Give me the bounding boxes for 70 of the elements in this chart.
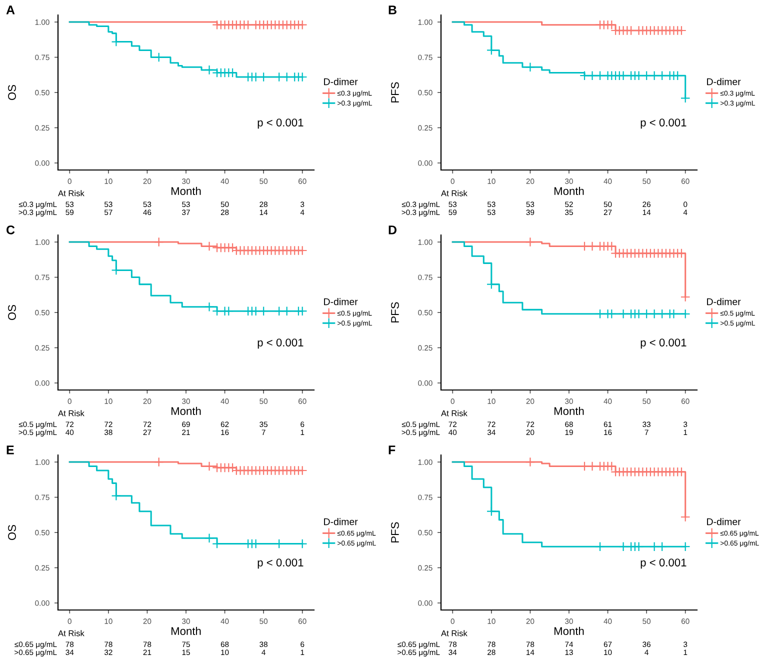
point — [282, 306, 292, 316]
chart-title: B — [388, 6, 396, 14]
legend-title: D-dimer — [707, 298, 741, 306]
chart-title: A — [6, 6, 15, 14]
text: At Risk — [58, 190, 84, 196]
y-axis-title: OS — [8, 524, 16, 540]
point — [204, 65, 214, 75]
text: At Risk — [441, 410, 468, 416]
text: At Risk — [441, 630, 468, 636]
point — [680, 292, 690, 302]
point — [154, 237, 164, 247]
legend-title: D-dimer — [324, 298, 358, 306]
x-axis-title: Month — [171, 406, 201, 416]
legend-title: D-dimer — [707, 78, 741, 86]
point — [595, 308, 605, 319]
y-axis-title: PFS — [391, 522, 399, 542]
y-axis-title: PFS — [391, 82, 399, 102]
point — [680, 542, 690, 552]
point — [642, 70, 652, 81]
point — [580, 70, 590, 81]
y-axis-title: PFS — [391, 302, 399, 322]
point — [111, 490, 122, 501]
legend-title: D-dimer — [707, 518, 741, 526]
point — [154, 457, 164, 467]
annotation: p < 0.001 — [258, 338, 304, 349]
point — [642, 308, 652, 319]
point — [680, 93, 690, 104]
point — [680, 308, 690, 319]
x-axis-title: Month — [554, 186, 584, 196]
annotation: p < 0.001 — [258, 118, 304, 129]
point — [595, 542, 605, 552]
text: At Risk — [58, 630, 84, 636]
x-axis-title: Month — [171, 186, 201, 196]
legend-title: D-dimer — [324, 78, 358, 86]
point — [486, 506, 496, 516]
point — [212, 306, 222, 316]
point — [525, 237, 536, 247]
annotation: p < 0.001 — [258, 558, 304, 569]
point — [274, 306, 284, 316]
point — [618, 542, 628, 552]
text: At Risk — [441, 190, 468, 196]
point — [258, 306, 269, 316]
point — [657, 308, 668, 319]
x-axis-title: Month — [554, 626, 584, 636]
annotation: p < 0.001 — [640, 338, 686, 349]
point — [680, 512, 690, 522]
point — [657, 542, 668, 552]
point — [204, 302, 214, 312]
annotation: p < 0.001 — [640, 558, 686, 569]
point — [649, 70, 660, 81]
point — [657, 70, 668, 81]
x-axis-title: Month — [554, 406, 584, 416]
point — [204, 533, 214, 544]
legend-title: D-dimer — [324, 518, 358, 526]
point — [649, 542, 660, 552]
point — [525, 457, 536, 467]
point — [649, 308, 660, 319]
text: At Risk — [58, 410, 84, 416]
point — [618, 308, 628, 319]
chart-title: C — [6, 226, 15, 234]
point — [525, 62, 536, 72]
x-axis-title: Month — [171, 626, 201, 636]
y-axis-title: OS — [8, 304, 16, 320]
chart-title: D — [388, 226, 396, 234]
point — [587, 70, 598, 81]
annotation: p < 0.001 — [640, 118, 686, 129]
point — [595, 70, 605, 81]
chart-title: E — [6, 446, 14, 454]
y-axis-title: OS — [8, 84, 16, 100]
chart-title: F — [388, 446, 396, 454]
